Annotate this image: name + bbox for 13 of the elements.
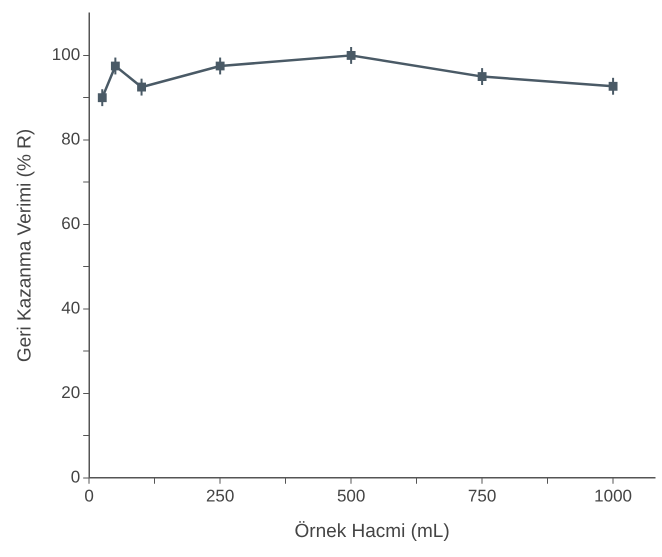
- x-tick-label: 250: [206, 486, 234, 506]
- y-tick-label: 20: [61, 383, 80, 402]
- y-tick-label: 40: [61, 298, 80, 318]
- y-axis-title: Geri Kazanma Verimi (% R): [14, 128, 36, 362]
- x-tick-label: 1000: [594, 486, 632, 506]
- x-axis-title: Örnek Hacmi (mL): [294, 520, 450, 542]
- y-tick-label: 100: [52, 45, 80, 64]
- x-tick-label: 500: [336, 486, 366, 506]
- y-tick-label: 0: [70, 467, 80, 486]
- x-tick-label: 750: [468, 486, 496, 506]
- y-tick-label: 60: [61, 214, 80, 234]
- x-tick-label: 0: [84, 486, 94, 506]
- y-tick-label: 80: [61, 130, 80, 149]
